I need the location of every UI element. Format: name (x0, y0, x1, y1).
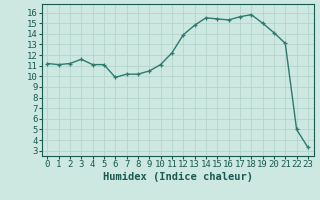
X-axis label: Humidex (Indice chaleur): Humidex (Indice chaleur) (103, 172, 252, 182)
